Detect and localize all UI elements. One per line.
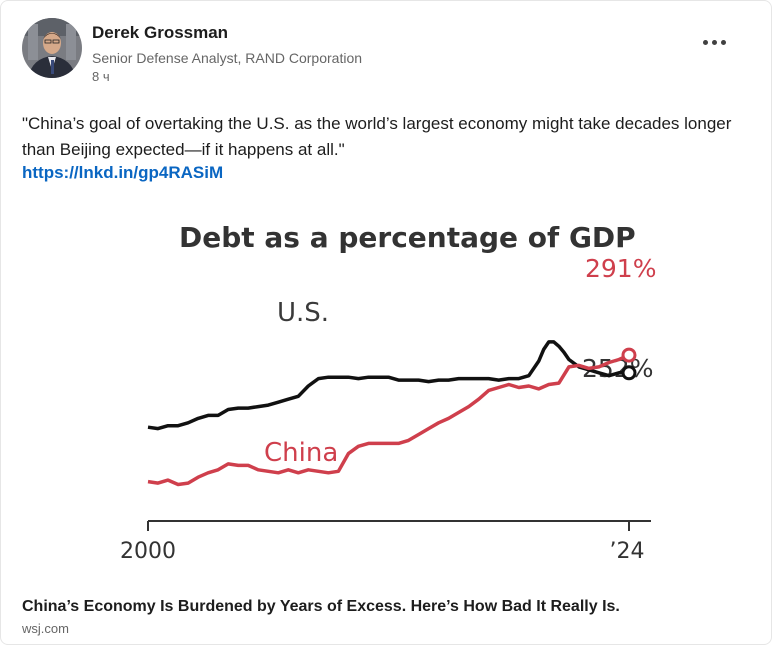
china-end-marker	[621, 347, 637, 363]
more-horizontal-icon-dot	[720, 39, 726, 45]
chart-title: Debt as a percentage of GDP	[179, 221, 636, 254]
author-avatar[interactable]	[22, 18, 82, 78]
debt-chart: Debt as a percentage of GDP U.S. China 2…	[120, 221, 656, 564]
post-body-text: "China’s goal of overtaking the U.S. as …	[22, 114, 732, 159]
more-options-button[interactable]	[695, 29, 733, 55]
more-horizontal-icon-dot	[711, 39, 717, 45]
post-timestamp: 8 ч	[92, 69, 110, 84]
us-debt-line	[147, 340, 629, 431]
x-tick-label-end: ’24	[610, 539, 645, 564]
author-name[interactable]: Derek Grossman	[92, 23, 229, 42]
author-photo	[22, 18, 82, 78]
china-annotation: China	[264, 438, 338, 468]
x-tick-label-start: 2000	[120, 539, 176, 564]
article-chart-image[interactable]: Debt as a percentage of GDP U.S. China 2…	[1, 201, 771, 591]
more-horizontal-icon	[702, 39, 708, 45]
us-end-marker	[621, 365, 637, 381]
author-headline: Senior Defense Analyst, RAND Corporation	[92, 50, 363, 66]
article-source: wsj.com	[22, 621, 69, 636]
china-end-label: 291%	[585, 254, 656, 283]
series-layer	[147, 340, 637, 487]
china-debt-line	[147, 353, 630, 487]
article-title[interactable]: China’s Economy Is Burdened by Years of …	[22, 598, 620, 615]
post-shared-link[interactable]: https://lnkd.in/gp4RASiM	[22, 163, 224, 182]
us-annotation: U.S.	[277, 298, 329, 328]
